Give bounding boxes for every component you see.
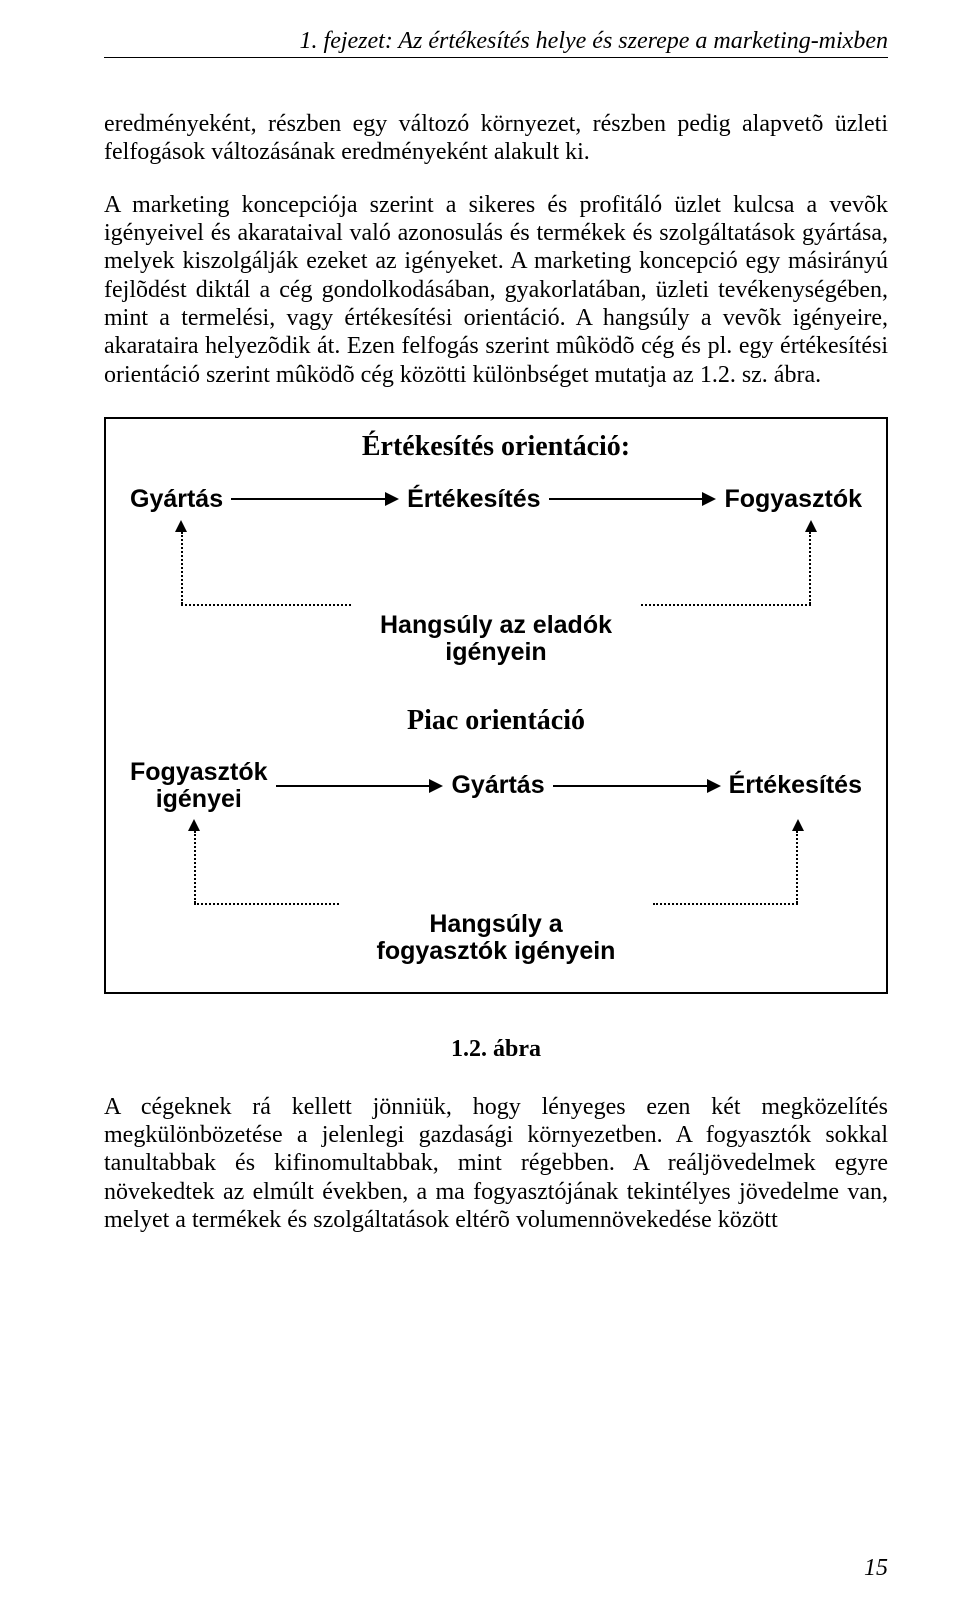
arrow-icon [553, 779, 721, 793]
body-paragraph-2: A marketing koncepciója szerint a sikere… [104, 191, 888, 389]
diagram-section1-title: Értékesítés orientáció: [124, 431, 868, 463]
node-line2: igényei [156, 785, 242, 813]
body-paragraph-3: A cégeknek rá kellett jönniük, hogy lény… [104, 1093, 888, 1235]
emph2-line2: fogyasztók igényein [377, 937, 616, 965]
arrow-icon [276, 779, 444, 793]
chapter-header: 1. fejezet: Az értékesítés helye és szer… [104, 28, 888, 58]
dotted-bracket-2 [130, 819, 862, 903]
dotted-bracket-1 [130, 520, 862, 604]
node-ertekesites-2: Értékesítés [729, 771, 862, 800]
emph1-line2: igényein [445, 638, 546, 666]
node-ertekesites: Értékesítés [407, 485, 540, 514]
node-fogyasztok: Fogyasztók [724, 485, 862, 514]
emphasis-consumer-needs: Hangsúly a fogyasztók igényein [124, 911, 868, 966]
page-number: 15 [864, 1555, 888, 1582]
arrow-icon [549, 492, 717, 506]
orientation-diagram: Értékesítés orientáció: Gyártás Értékesí… [104, 417, 888, 994]
node-fogyasztok-igenyei: Fogyasztók igényei [130, 759, 268, 813]
flow-row-market-orientation: Fogyasztók igényei Gyártás Értékesítés [124, 759, 868, 813]
flow-row-sales-orientation: Gyártás Értékesítés Fogyasztók [124, 485, 868, 514]
emphasis-sellers-needs: Hangsúly az eladók igényein [124, 612, 868, 667]
emph2-line1: Hangsúly a [429, 910, 562, 938]
body-paragraph-1: eredményeként, részben egy változó körny… [104, 110, 888, 167]
node-line1: Fogyasztók [130, 758, 268, 786]
node-gyartas: Gyártás [130, 485, 223, 514]
node-gyartas-2: Gyártás [451, 771, 544, 800]
emph1-line1: Hangsúly az eladók [380, 611, 612, 639]
figure-caption: 1.2. ábra [104, 1036, 888, 1063]
diagram-section2-title: Piac orientáció [124, 705, 868, 737]
arrow-icon [231, 492, 399, 506]
